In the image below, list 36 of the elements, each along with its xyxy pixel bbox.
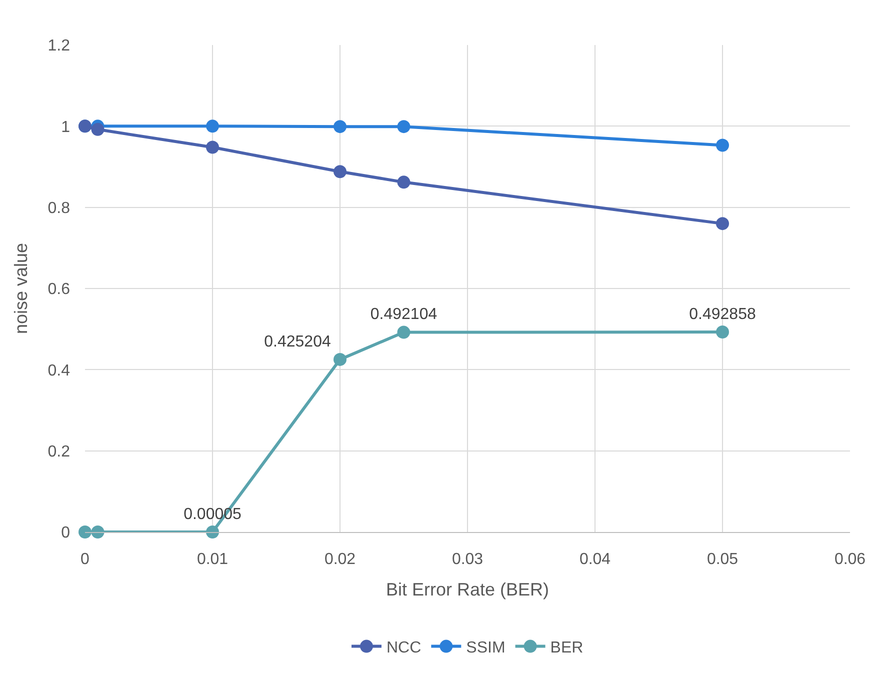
point [334, 120, 346, 134]
y-tick-label: 1 [61, 118, 70, 136]
point [716, 138, 729, 152]
point [206, 120, 219, 133]
x-axis-title: Bit Error Rate (BER) [386, 579, 550, 600]
x-tick-label: 0.04 [579, 551, 611, 568]
point [334, 352, 346, 366]
point [91, 122, 104, 136]
legend-label: BER [550, 640, 584, 657]
point [716, 217, 729, 230]
point [78, 526, 92, 538]
point [206, 140, 219, 154]
point [334, 165, 346, 178]
point [716, 325, 729, 338]
data-label: 0.425204 [264, 333, 331, 350]
x-tick-label: 0.01 [196, 551, 228, 568]
point [397, 120, 410, 134]
point [397, 176, 410, 189]
y-axis-title: noise value [10, 242, 31, 334]
x-tick-label: 0 [80, 551, 90, 568]
x-tick-label: 0.03 [452, 551, 484, 568]
legend-label: NCC [386, 640, 422, 657]
y-tick-label: 0.2 [48, 443, 70, 460]
legend-label: SSIM [466, 640, 506, 657]
y-tick-label: 0.6 [48, 281, 70, 298]
x-tick-label: 0.06 [834, 551, 866, 568]
data-label: 0.492104 [370, 306, 438, 324]
data-label: 0.492858 [689, 306, 756, 323]
point [206, 525, 219, 538]
y-tick-label: 0.8 [48, 200, 70, 217]
point [397, 326, 410, 339]
y-tick-label: 1.2 [48, 38, 70, 55]
x-tick-label: 0.02 [324, 551, 356, 568]
y-tick-label: 0.4 [48, 362, 70, 380]
x-tick-label: 0.05 [706, 551, 738, 568]
y-tick-label: 0 [61, 524, 70, 542]
